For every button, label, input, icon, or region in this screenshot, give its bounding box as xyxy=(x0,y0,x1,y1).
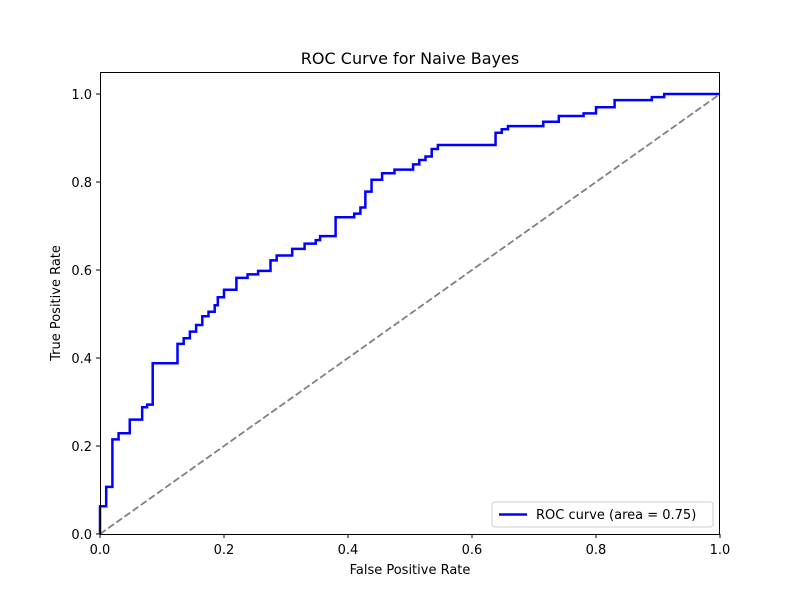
y-tick-label: 1.0 xyxy=(71,88,92,103)
legend-roc-label: ROC curve (area = 0.75) xyxy=(536,508,696,523)
legend-box xyxy=(491,501,714,528)
chart-title: ROC Curve for Naive Bayes xyxy=(301,49,519,68)
y-axis-ticks: 0.0 0.2 0.4 0.6 0.8 1.0 xyxy=(71,88,100,543)
y-tick-label: 0.4 xyxy=(71,352,92,367)
roc-curve-line xyxy=(98,92,720,534)
x-tick-label: 0.4 xyxy=(338,543,359,558)
x-tick-label: 0.2 xyxy=(214,543,235,558)
plot-frame xyxy=(100,72,720,535)
x-axis-label: False Positive Rate xyxy=(350,563,471,578)
y-tick-label: 0.6 xyxy=(71,264,92,279)
plot-area xyxy=(98,92,721,535)
y-tick-label: 0.2 xyxy=(71,440,92,455)
y-tick-label: 0.0 xyxy=(71,528,92,543)
y-axis-label: True Positive Rate xyxy=(49,245,64,362)
y-tick-label: 0.8 xyxy=(71,176,92,191)
x-tick-label: 0.8 xyxy=(586,543,607,558)
diagonal-reference-line xyxy=(99,93,721,535)
x-axis-ticks: 0.0 0.2 0.4 0.6 0.8 1.0 xyxy=(90,534,731,558)
x-tick-label: 0.6 xyxy=(462,543,483,558)
legend: ROC curve (area = 0.75) xyxy=(491,501,714,528)
x-tick-label: 1.0 xyxy=(710,543,731,558)
x-tick-label: 0.0 xyxy=(90,543,111,558)
